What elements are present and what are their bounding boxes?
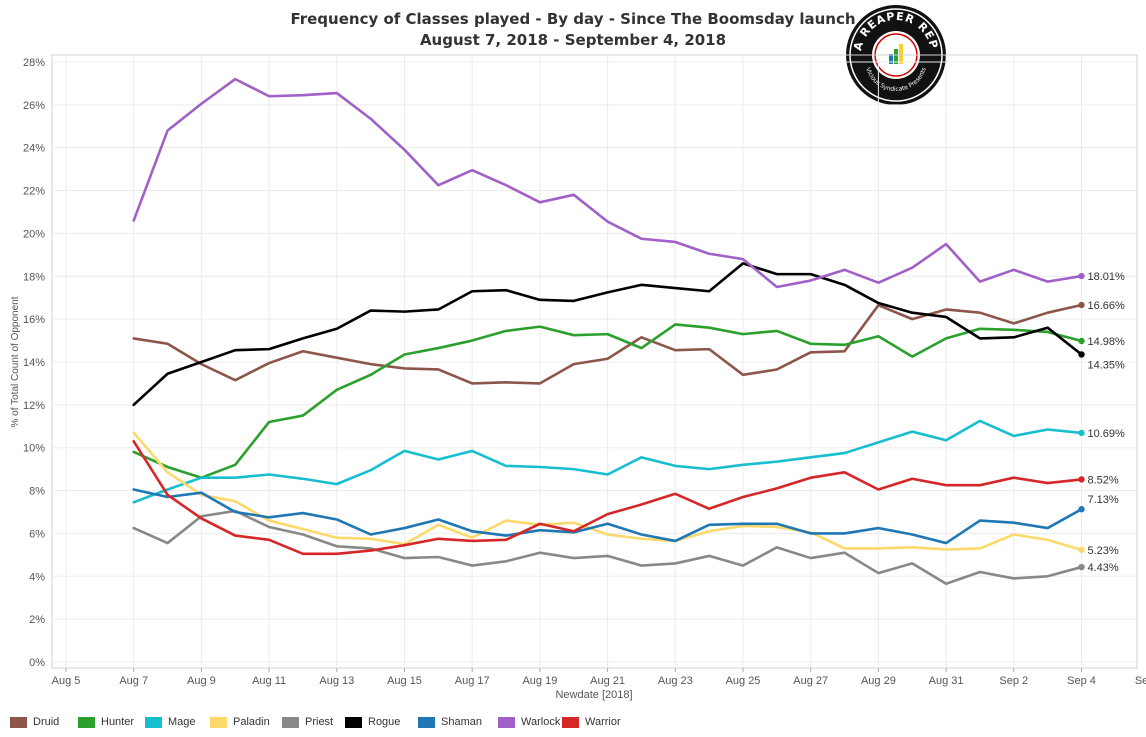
legend-label: Warlock — [521, 716, 561, 728]
x-tick-label: Aug 19 — [522, 675, 557, 687]
end-label-priest: 4.43% — [1088, 562, 1119, 574]
x-tick-label: Aug 21 — [590, 675, 625, 687]
x-tick-label: Aug 25 — [726, 675, 761, 687]
x-tick-label: Aug 23 — [658, 675, 693, 687]
y-axis-title: % of Total Count of Opponent — [10, 296, 21, 427]
end-label-druid: 16.66% — [1088, 300, 1126, 312]
legend-swatch — [562, 716, 579, 728]
x-tick-label: Sep 2 — [999, 675, 1028, 687]
x-tick-label: Aug 17 — [455, 675, 490, 687]
x-axis-title: Newdate [2018] — [555, 689, 632, 701]
x-tick-label: Aug 15 — [387, 675, 422, 687]
series-line-shaman — [132, 488, 1083, 545]
legend-swatch — [78, 716, 95, 728]
y-tick-label: 24% — [23, 143, 45, 155]
y-tick-label: 12% — [23, 400, 45, 412]
end-label-warlock: 18.01% — [1088, 271, 1126, 283]
y-tick-label: 8% — [29, 486, 45, 498]
legend-item-warlock[interactable]: Warlock — [498, 716, 560, 728]
y-tick-label: 6% — [29, 528, 45, 540]
series-end-point-priest — [1078, 563, 1085, 571]
series-line-hunter — [132, 323, 1083, 480]
chart-subtitle: August 7, 2018 - September 4, 2018 — [419, 31, 727, 49]
y-tick-label: 18% — [23, 271, 45, 283]
legend-item-priest[interactable]: Priest — [282, 716, 333, 728]
end-label-hunter: 14.98% — [1088, 336, 1126, 348]
legend-item-warrior[interactable]: Warrior — [562, 716, 621, 728]
legend-item-paladin[interactable]: Paladin — [210, 716, 270, 728]
series-end-point-warlock — [1078, 272, 1085, 280]
y-tick-label: 10% — [23, 443, 45, 455]
series-line-rogue — [132, 262, 1083, 407]
y-tick-label: 0% — [29, 657, 45, 669]
legend-label: Warrior — [585, 716, 621, 728]
series-end-point-druid — [1078, 301, 1085, 309]
series-end-point-mage — [1078, 429, 1085, 437]
legend-item-hunter[interactable]: Hunter — [78, 716, 134, 728]
legend-swatch — [282, 716, 299, 728]
legend-item-druid[interactable]: Druid — [10, 716, 59, 728]
end-label-rogue: 14.35% — [1088, 359, 1126, 371]
chart-title: Frequency of Classes played - By day - S… — [290, 10, 856, 28]
y-tick-label: 28% — [23, 57, 45, 69]
series-end-point-paladin — [1078, 546, 1085, 554]
legend-label: Priest — [305, 716, 334, 728]
legend-label: Shaman — [441, 716, 482, 728]
axes: 0% 2% 4% 6% 8% 10% 12% 14% 16% 18% 20% 22% 24% 26% 28%… — [10, 57, 1146, 701]
legend-label: Paladin — [233, 716, 270, 728]
legend-swatch — [418, 716, 435, 728]
series-line-warlock — [132, 77, 1083, 289]
series-line-druid — [132, 303, 1083, 385]
series-line-priest — [132, 509, 1083, 586]
series-line-paladin — [132, 431, 1083, 552]
line-chart: 0% 2% 4% 6% 8% 10% 12% 14% 16% 18% 20% 22% 24% 26% 28%… — [10, 54, 1146, 701]
x-tick-label: Aug 27 — [793, 675, 828, 687]
series-end-point-rogue — [1078, 351, 1085, 358]
y-tick-label: 4% — [29, 571, 45, 583]
grid — [51, 54, 1138, 669]
end-label-paladin: 5.23% — [1088, 545, 1119, 557]
y-tick-label: 20% — [23, 228, 45, 240]
y-tick-label: 22% — [23, 186, 45, 198]
series-end-point-shaman — [1078, 506, 1085, 513]
legend-label: Rogue — [368, 716, 401, 728]
y-tick-label: 14% — [23, 357, 45, 369]
y-tick-label: 2% — [29, 614, 45, 626]
x-tick-label: Sep 4 — [1067, 675, 1096, 687]
series-end-point-warrior — [1078, 476, 1085, 483]
legend-swatch — [210, 716, 227, 728]
y-tick-label: 26% — [23, 100, 45, 112]
x-tick-label: Aug 31 — [929, 675, 964, 687]
end-label-mage: 10.69% — [1088, 428, 1126, 440]
x-tick-label: Aug 7 — [119, 675, 148, 687]
end-label-shaman: 7.13% — [1088, 494, 1119, 506]
legend-label: Mage — [168, 716, 196, 728]
end-label-warrior: 8.52% — [1088, 474, 1119, 486]
legend-label: Druid — [33, 716, 60, 728]
y-tick-label: 16% — [23, 314, 45, 326]
legend-item-rogue[interactable]: Rogue — [345, 716, 400, 728]
end-labels: 16.66% 14.98% 10.69% 5.23% 4.43% 14.35% 7.13% 1… — [1078, 271, 1125, 574]
legend-item-mage[interactable]: Mage — [145, 716, 196, 728]
x-tick-label: Sep 6 — [1135, 675, 1146, 687]
x-tick-label: Aug 13 — [319, 675, 354, 687]
x-tick-label: Aug 11 — [252, 675, 286, 687]
legend-swatch — [145, 716, 162, 728]
series-lines — [132, 77, 1083, 586]
series-end-point-hunter — [1078, 337, 1085, 345]
x-tick-label: Aug 5 — [52, 675, 81, 687]
x-tick-label: Aug 9 — [187, 675, 216, 687]
legend-swatch — [10, 716, 27, 728]
x-tick-label: Aug 29 — [861, 675, 896, 687]
legend: Druid Hunter Mage Paladin Priest Rogue Shaman W… — [0, 713, 1146, 737]
legend-item-shaman[interactable]: Shaman — [418, 716, 482, 728]
series-line-warrior — [132, 439, 1083, 556]
legend-swatch — [345, 716, 362, 728]
series-line-mage — [132, 419, 1083, 504]
legend-swatch — [498, 716, 515, 728]
legend-label: Hunter — [101, 716, 135, 728]
